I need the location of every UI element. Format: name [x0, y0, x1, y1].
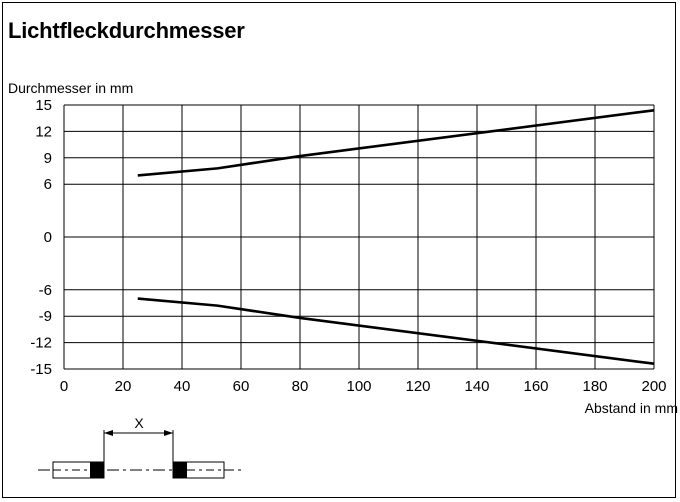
x-tick-label: 60	[233, 378, 250, 395]
series-line-upper	[137, 108, 655, 177]
series-line-lower	[137, 297, 655, 366]
dimension-label: X	[134, 415, 144, 431]
y-tick-label: -9	[39, 308, 52, 325]
x-axis-label: Abstand in mm	[585, 400, 678, 416]
x-tick-label: 140	[464, 378, 489, 395]
y-tick-label: -6	[39, 282, 52, 299]
chart-grid	[63, 104, 655, 370]
dimension-arrow-left	[104, 430, 113, 436]
y-tick-label: 9	[44, 150, 52, 167]
x-tick-label: 100	[346, 378, 371, 395]
emitter-lens	[90, 462, 104, 478]
y-axis-label: Durchmesser in mm	[8, 80, 133, 96]
sensor-diagram: X	[38, 415, 242, 479]
chart-title: Lichtfleckdurchmesser	[8, 18, 245, 43]
x-tick-label: 180	[582, 378, 607, 395]
y-tick-label: 15	[35, 97, 52, 114]
y-tick-label: 0	[44, 229, 52, 246]
chart-ticks: 0 20 40 60 80 100 120 140 160 180 2001512960-6-9-1…	[30, 97, 666, 395]
x-tick-label: 80	[292, 378, 309, 395]
chart-series	[137, 108, 655, 366]
receiver-lens	[173, 462, 187, 478]
x-tick-label: 200	[641, 378, 666, 395]
y-tick-label: -12	[30, 335, 52, 352]
x-tick-label: 40	[174, 378, 191, 395]
dimension-arrow-right	[164, 430, 173, 436]
x-tick-label: 160	[523, 378, 548, 395]
y-tick-label: 12	[35, 123, 52, 140]
figure-frame	[2, 2, 676, 498]
x-tick-label: 0	[60, 378, 68, 395]
x-tick-label: 20	[115, 378, 132, 395]
y-tick-label: -15	[30, 361, 52, 378]
y-tick-label: 6	[44, 176, 52, 193]
x-tick-label: 120	[405, 378, 430, 395]
